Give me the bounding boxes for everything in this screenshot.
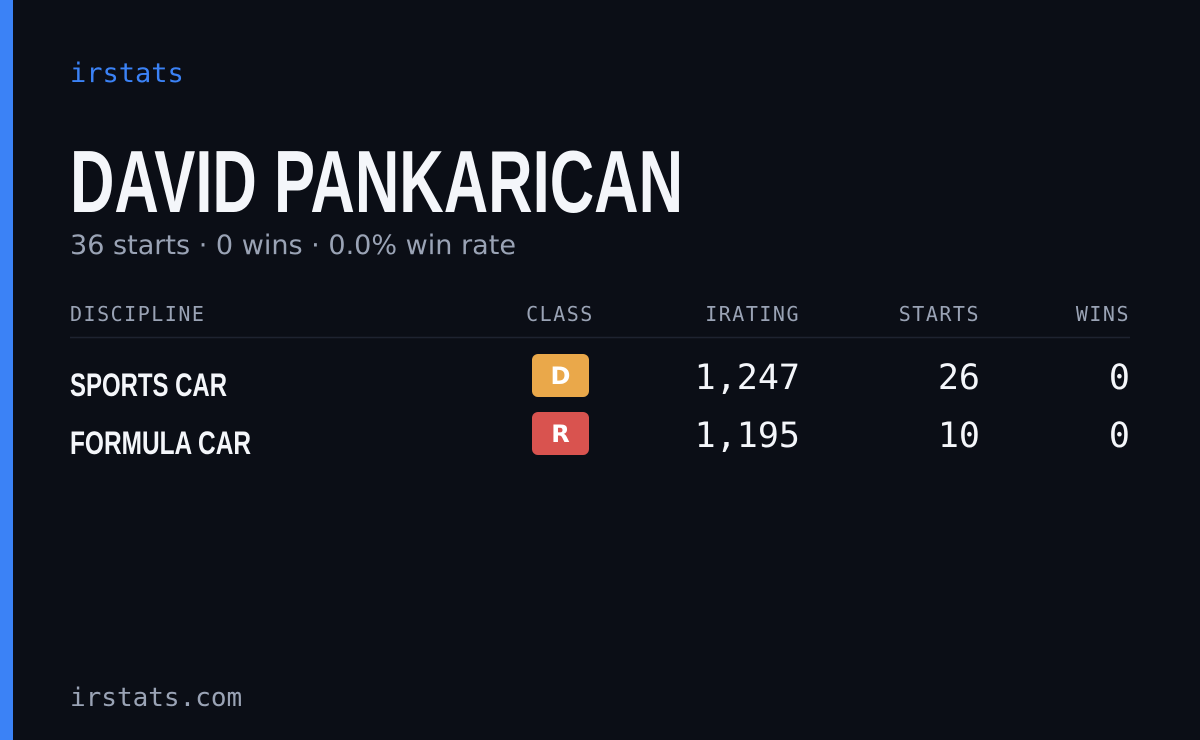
stat-2: 1,247: [695, 358, 800, 398]
class-letter: R: [551, 420, 569, 448]
stats-table: DISCIPLINE CLASS IRATING STARTS WINS SPORTS C…: [70, 302, 1130, 461]
discipline: FORMULA CAR: [70, 425, 251, 461]
stat-3: 10: [938, 416, 980, 456]
stat-4: 0: [1109, 416, 1130, 456]
stat-2: 1,195: [695, 416, 800, 456]
brand: irstats: [70, 58, 184, 89]
footer: irstats.com: [70, 683, 242, 713]
column-header: DISCIPLINE: [70, 302, 205, 326]
discipline: SPORTS CAR: [70, 367, 227, 403]
class-letter: D: [551, 362, 571, 390]
accent-bar: [0, 0, 13, 740]
column-header: WINS: [1076, 302, 1130, 326]
column-header: CLASS: [526, 302, 594, 326]
column-header: IRATING: [705, 302, 800, 326]
class-badge: [532, 412, 589, 455]
player-name: DAVID PANKARICAN: [70, 132, 683, 231]
class-badge: [532, 354, 589, 397]
summary: 36 starts · 0 wins · 0.0% win rate: [70, 230, 516, 261]
stat-4: 0: [1109, 358, 1130, 398]
column-header: STARTS: [899, 302, 980, 326]
stat-3: 26: [938, 358, 980, 398]
